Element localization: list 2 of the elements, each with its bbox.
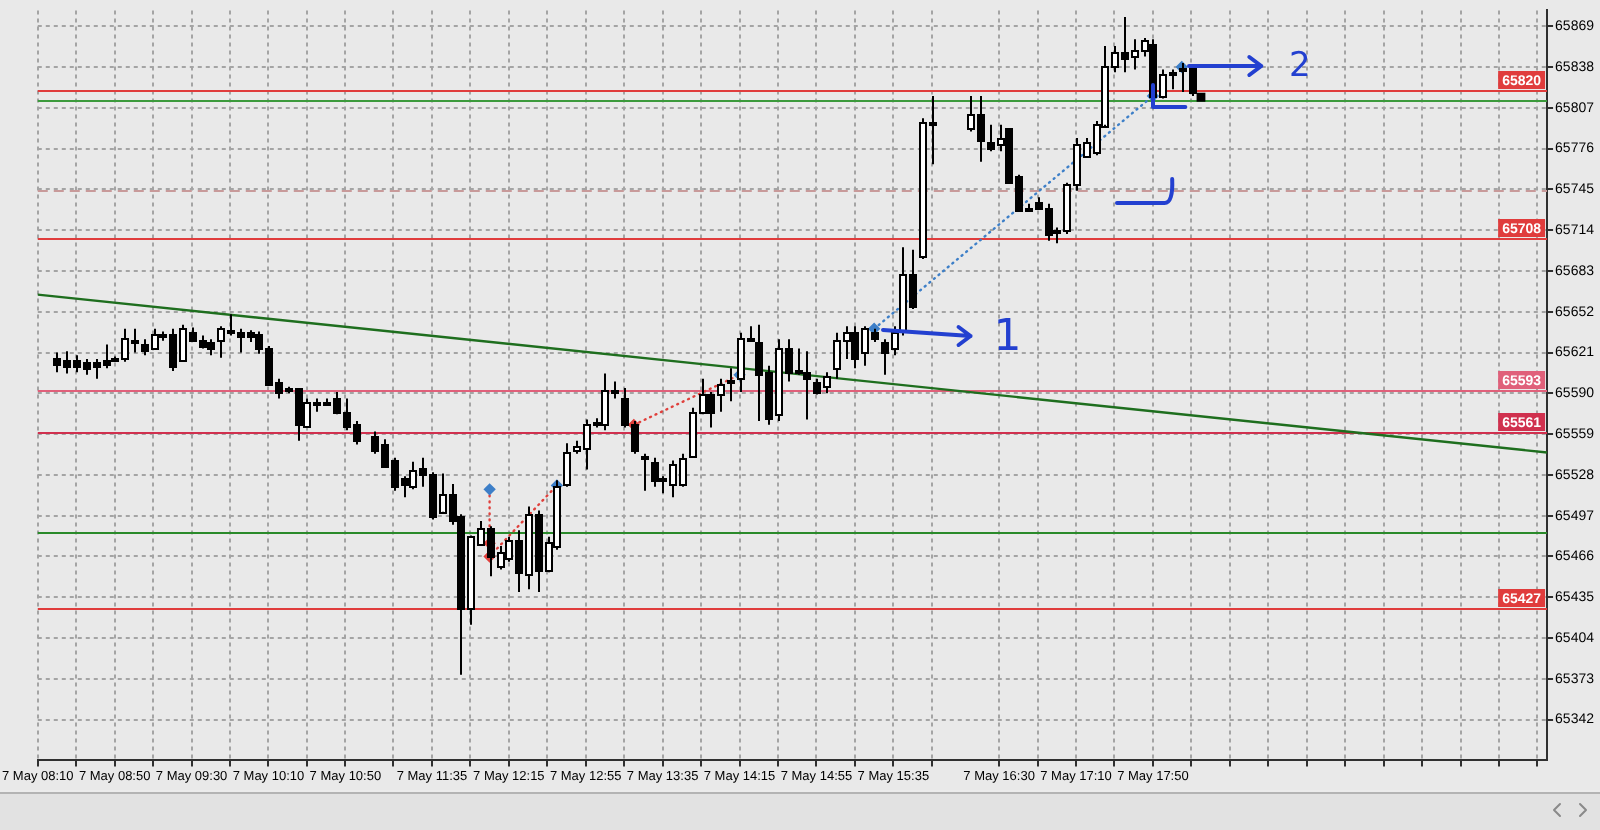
annotation: 1 [993, 312, 1022, 363]
annotation: 2 [1288, 45, 1311, 86]
